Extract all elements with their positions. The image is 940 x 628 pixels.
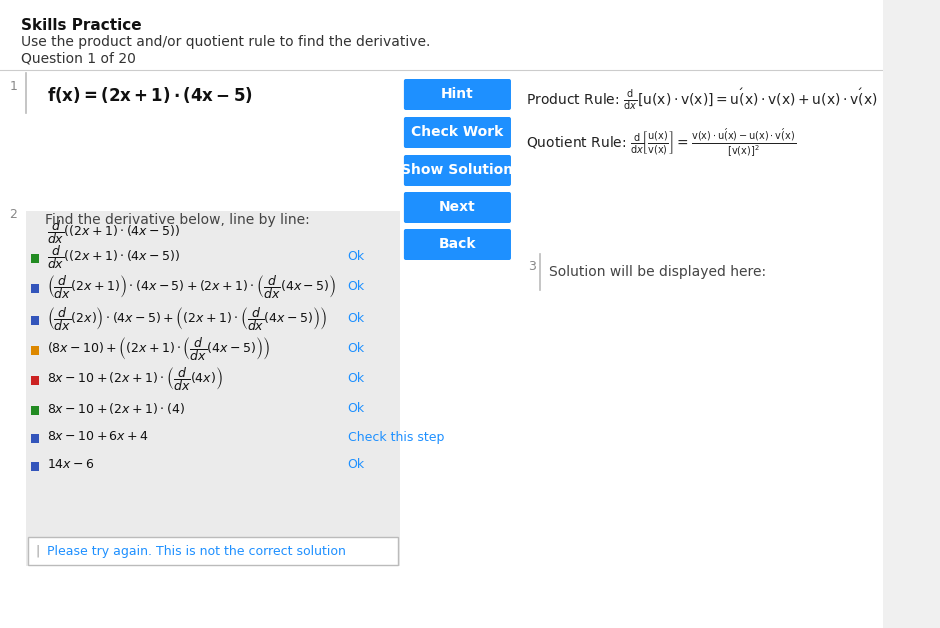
Text: 3: 3 bbox=[528, 260, 536, 273]
Text: Skills Practice: Skills Practice bbox=[21, 18, 141, 33]
Text: Check this step: Check this step bbox=[348, 431, 444, 443]
Text: Hint: Hint bbox=[441, 87, 474, 101]
Text: Solution will be displayed here:: Solution will be displayed here: bbox=[550, 265, 767, 279]
FancyBboxPatch shape bbox=[404, 117, 511, 148]
Text: $14x-6$: $14x-6$ bbox=[47, 458, 95, 472]
FancyBboxPatch shape bbox=[404, 192, 511, 223]
Text: Find the derivative below, line by line:: Find the derivative below, line by line: bbox=[45, 213, 310, 227]
FancyBboxPatch shape bbox=[31, 434, 39, 443]
Text: Ok: Ok bbox=[348, 251, 365, 264]
FancyBboxPatch shape bbox=[31, 376, 39, 385]
Text: |: | bbox=[36, 544, 39, 558]
Text: Back: Back bbox=[439, 237, 477, 251]
Text: Question 1 of 20: Question 1 of 20 bbox=[21, 51, 135, 65]
Text: $8x-10+6x+4$: $8x-10+6x+4$ bbox=[47, 431, 149, 443]
FancyBboxPatch shape bbox=[404, 229, 511, 260]
Text: Next: Next bbox=[439, 200, 476, 214]
FancyBboxPatch shape bbox=[404, 79, 511, 110]
FancyBboxPatch shape bbox=[31, 254, 39, 263]
Text: Product Rule: $\frac{\mathrm{d}}{\mathrm{d}x}[\mathrm{u(x)}\cdot\mathrm{v(x)}] =: Product Rule: $\frac{\mathrm{d}}{\mathrm… bbox=[526, 86, 878, 112]
Text: Ok: Ok bbox=[348, 281, 365, 293]
Text: $\dfrac{d}{dx}((2x+1)\cdot(4x-5))$: $\dfrac{d}{dx}((2x+1)\cdot(4x-5))$ bbox=[47, 218, 180, 246]
FancyBboxPatch shape bbox=[26, 211, 400, 566]
Text: Use the product and/or quotient rule to find the derivative.: Use the product and/or quotient rule to … bbox=[21, 35, 430, 49]
Text: Check Work: Check Work bbox=[412, 125, 504, 139]
Text: 2: 2 bbox=[9, 208, 17, 221]
Text: $\mathbf{f(x)=(2x+1)\cdot(4x-5)}$: $\mathbf{f(x)=(2x+1)\cdot(4x-5)}$ bbox=[47, 85, 253, 105]
Text: $8x-10+(2x+1)\cdot\left(\dfrac{d}{dx}(4x)\right)$: $8x-10+(2x+1)\cdot\left(\dfrac{d}{dx}(4x… bbox=[47, 365, 223, 393]
Text: Ok: Ok bbox=[348, 403, 365, 416]
Text: Quotient Rule: $\frac{\mathrm{d}}{\mathrm{d}x}\!\left[\frac{\mathrm{u(x)}}{\math: Quotient Rule: $\frac{\mathrm{d}}{\mathr… bbox=[526, 126, 796, 159]
Text: Please try again. This is not the correct solution: Please try again. This is not the correc… bbox=[47, 544, 346, 558]
FancyBboxPatch shape bbox=[31, 284, 39, 293]
FancyBboxPatch shape bbox=[0, 0, 883, 628]
FancyBboxPatch shape bbox=[404, 155, 511, 186]
Text: $\left(\dfrac{d}{dx}(2x+1)\right)\cdot(4x-5)+(2x+1)\cdot\left(\dfrac{d}{dx}(4x-5: $\left(\dfrac{d}{dx}(2x+1)\right)\cdot(4… bbox=[47, 273, 337, 301]
FancyBboxPatch shape bbox=[31, 316, 39, 325]
Text: $(8x-10)+\left((2x+1)\cdot\left(\dfrac{d}{dx}(4x-5)\right)\right)$: $(8x-10)+\left((2x+1)\cdot\left(\dfrac{d… bbox=[47, 335, 270, 363]
Text: $\dfrac{d}{dx}((2x+1)\cdot(4x-5))$: $\dfrac{d}{dx}((2x+1)\cdot(4x-5))$ bbox=[47, 243, 180, 271]
Text: Ok: Ok bbox=[348, 372, 365, 386]
Text: Show Solution: Show Solution bbox=[401, 163, 513, 177]
Text: Ok: Ok bbox=[348, 313, 365, 325]
FancyBboxPatch shape bbox=[31, 406, 39, 415]
Text: $\left(\dfrac{d}{dx}(2x)\right)\cdot(4x-5)+\left((2x+1)\cdot\left(\dfrac{d}{dx}(: $\left(\dfrac{d}{dx}(2x)\right)\cdot(4x-… bbox=[47, 305, 327, 333]
FancyBboxPatch shape bbox=[28, 537, 399, 565]
Text: Ok: Ok bbox=[348, 342, 365, 355]
Text: Ok: Ok bbox=[348, 458, 365, 472]
FancyBboxPatch shape bbox=[31, 346, 39, 355]
FancyBboxPatch shape bbox=[31, 462, 39, 471]
Text: 1: 1 bbox=[9, 80, 17, 93]
Text: $8x-10+(2x+1)\cdot(4)$: $8x-10+(2x+1)\cdot(4)$ bbox=[47, 401, 185, 416]
